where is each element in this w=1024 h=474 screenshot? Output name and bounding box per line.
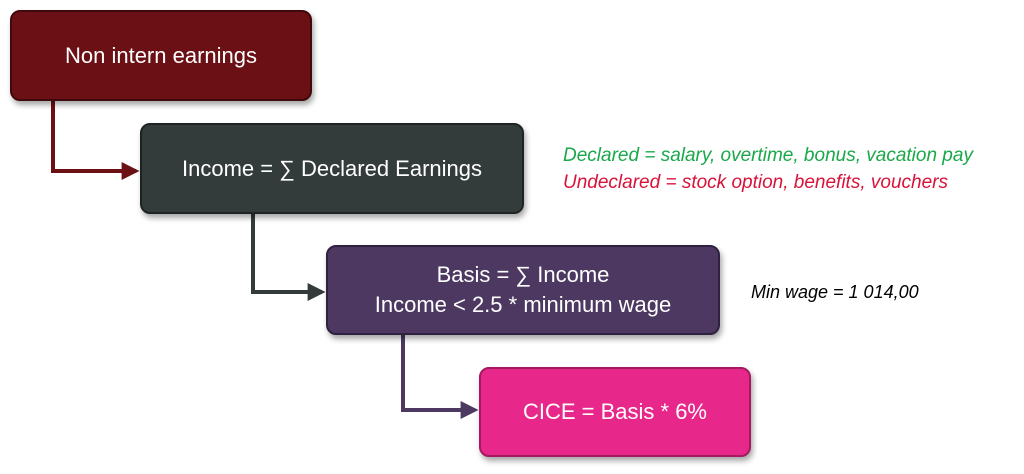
basis-formula-label: Basis = ∑ Income	[436, 262, 610, 287]
income-formula-box: Income = ∑ Declared Earnings	[140, 123, 524, 214]
income-formula-label: Income = ∑ Declared Earnings	[182, 155, 482, 181]
basis-formula-box: Basis = ∑ Income Income < 2.5 * minimum …	[326, 245, 720, 335]
declared-earnings-note: Declared = salary, overtime, bonus, vaca…	[563, 145, 973, 166]
connector-basis-to-cice	[401, 335, 479, 419]
income-constraint-label: Income < 2.5 * minimum wage	[374, 292, 672, 317]
cice-formula-label: CICE = Basis * 6%	[522, 399, 707, 424]
cice-formula-box: CICE = Basis * 6%	[479, 367, 751, 457]
min-wage-note: Min wage = 1 014,00	[751, 282, 919, 302]
non-intern-earnings-box: Non intern earnings	[10, 10, 312, 101]
connector-earnings-to-income	[51, 101, 140, 180]
undeclared-earnings-note: Undeclared = stock option, benefits, vou…	[563, 172, 948, 193]
non-intern-earnings-label: Non intern earnings	[64, 42, 257, 68]
connector-income-to-basis	[251, 214, 326, 301]
